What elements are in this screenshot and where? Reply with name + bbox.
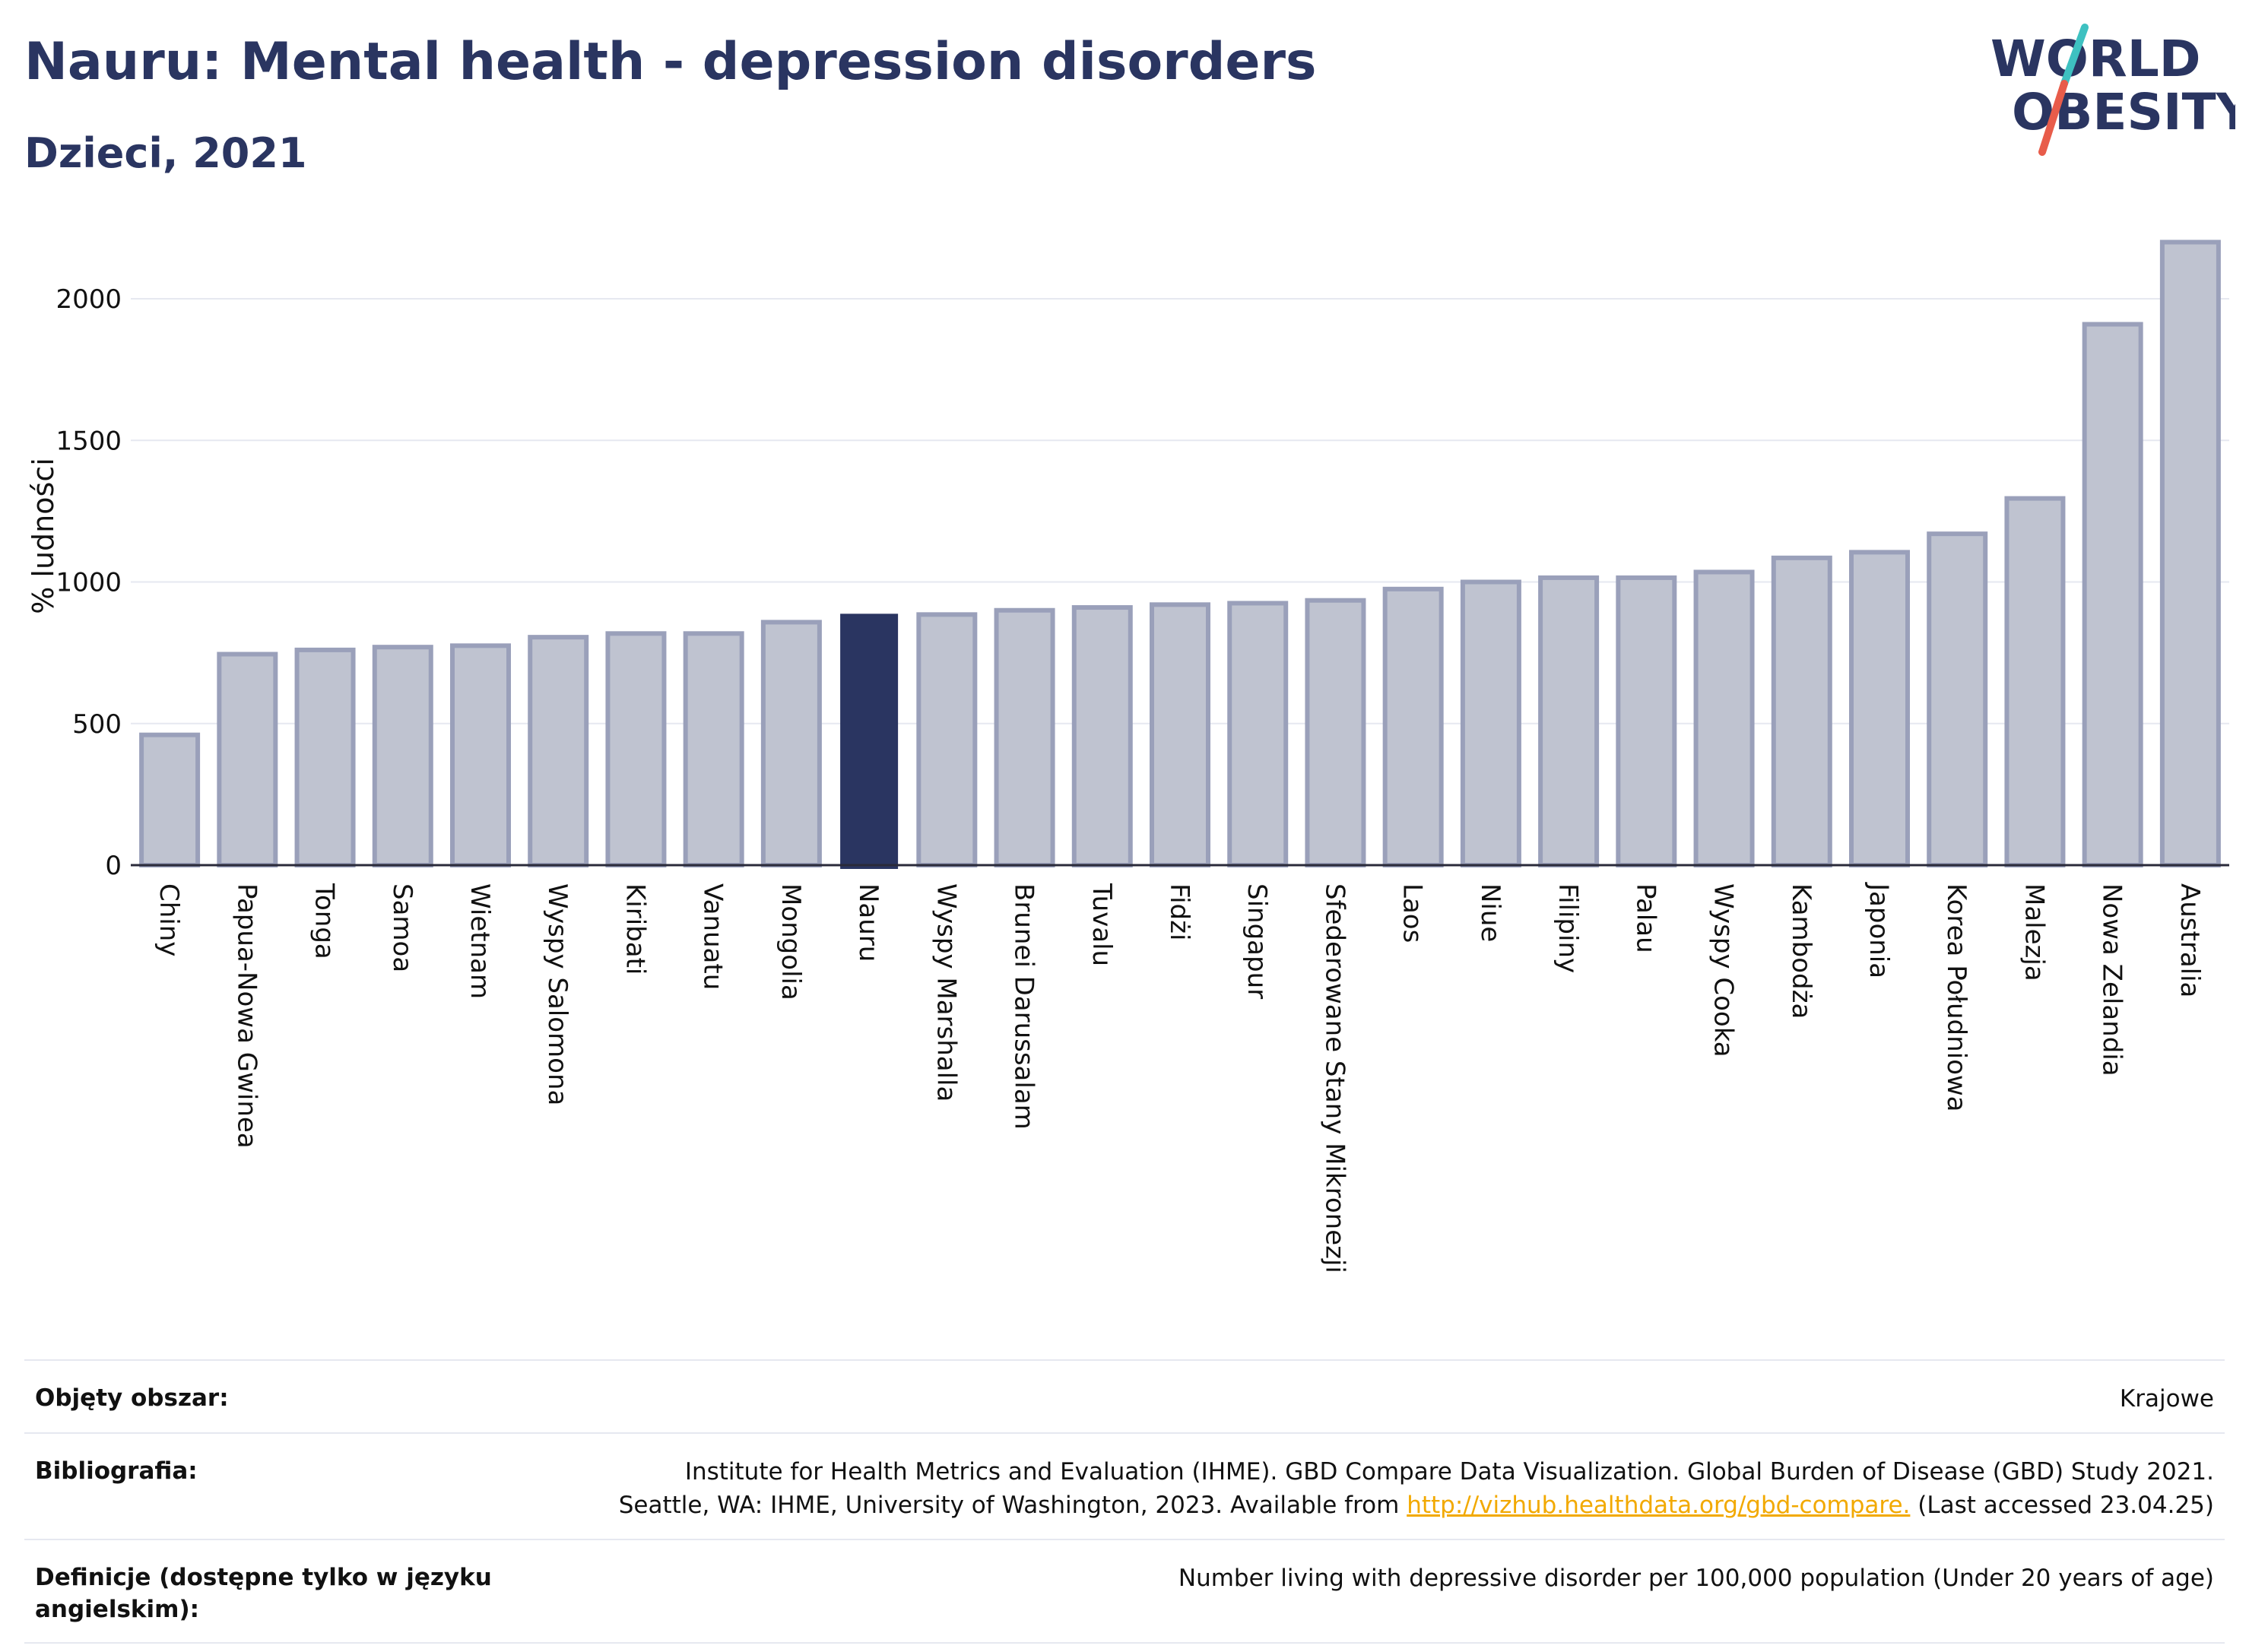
x-tick-label: Palau	[1630, 883, 1661, 953]
y-tick-label: 0	[105, 851, 122, 881]
x-tick-label: Kambodża	[1786, 883, 1816, 1019]
x-tick-label: Kiribati	[620, 883, 650, 975]
x-tick-label: Samoa	[387, 883, 417, 972]
x-tick-label: Malezja	[2019, 883, 2049, 981]
info-key-bibliography: Bibliografia:	[35, 1457, 198, 1485]
page-subtitle: Dzieci, 2021	[24, 129, 307, 177]
y-tick-label: 1500	[56, 426, 122, 456]
x-tick-label: Wietnam	[465, 883, 495, 999]
bar-fidżi	[1150, 602, 1210, 867]
x-tick-label: Sfederowane Stany Mikronezji	[1319, 883, 1350, 1273]
bar-kiribati	[605, 631, 667, 867]
labels-layer: 0 500 1000 1500 2000 Chiny Papua-Nowa Gwinea To…	[56, 284, 2204, 1273]
info-key-definitions: Definicje (dostępne tylko w języku angie…	[35, 1564, 492, 1623]
x-tick-label: Australia	[2174, 883, 2205, 997]
x-tick-label: Tuvalu	[1086, 883, 1117, 966]
info-key-area: Objęty obszar:	[35, 1384, 229, 1412]
bar-australia	[2159, 239, 2221, 867]
bar-wyspy-marshalla	[916, 612, 978, 868]
bar-nowa-zelandia	[2082, 322, 2143, 867]
info-value-area: Krajowe	[2119, 1385, 2214, 1413]
bar-brunei-darussalam	[994, 607, 1055, 867]
x-tick-label: Papua-Nowa Gwinea	[231, 883, 262, 1149]
y-tick-label: 1000	[56, 568, 122, 598]
bar-filipiny	[1538, 575, 1600, 867]
bar-chart: 0 500 1000 1500 2000 Chiny Papua-Nowa Gwinea To…	[27, 239, 2229, 1273]
bar-singapur	[1227, 601, 1289, 867]
bar-mongolia	[760, 620, 822, 868]
info-row-area: Objęty obszar: Krajowe	[24, 1359, 2225, 1432]
x-tick-label: Brunei Darussalam	[1009, 883, 1039, 1130]
info-value-definitions: Number living with depressive disorder p…	[1178, 1565, 2214, 1592]
bar-chiny	[139, 732, 201, 868]
bar-malezja	[2004, 496, 2066, 867]
bar-wietnam	[450, 643, 511, 867]
bar-samoa	[372, 645, 433, 867]
bar-tonga	[294, 647, 356, 868]
bar-wyspy-salomona	[528, 635, 589, 867]
x-tick-label: Korea Południowa	[1941, 883, 1971, 1112]
x-tick-label: Singapur	[1242, 883, 1272, 999]
y-axis-title: % ludności	[27, 458, 60, 614]
info-table: Objęty obszar: Krajowe Bibliografia: Ins…	[24, 1359, 2225, 1644]
bar-japonia	[1849, 550, 1910, 867]
x-tick-label: Filipiny	[1553, 883, 1583, 973]
bar-wyspy-cooka	[1693, 569, 1755, 868]
x-tick-label: Niue	[1475, 883, 1505, 942]
bar-tuvalu	[1071, 605, 1133, 868]
bibliography-line2-pre: Seattle, WA: IHME, University of Washing…	[618, 1492, 1407, 1519]
bibliography-line2: Seattle, WA: IHME, University of Washing…	[619, 1489, 2214, 1522]
x-tick-label: Japonia	[1864, 882, 1894, 978]
x-tick-label: Tonga	[309, 883, 340, 959]
bibliography-link[interactable]: http://vizhub.healthdata.org/gbd-compare…	[1407, 1492, 1911, 1519]
info-row-definitions: Definicje (dostępne tylko w języku angie…	[24, 1539, 2225, 1644]
y-tick-label: 500	[72, 709, 122, 740]
x-tick-label: Laos	[1397, 883, 1428, 943]
y-tick-label: 2000	[56, 284, 122, 315]
world-obesity-logo: WORLD OBESITY	[1990, 24, 2235, 156]
bar-nauru	[840, 614, 899, 870]
page-title: Nauru: Mental health - depression disord…	[24, 32, 1317, 92]
x-tick-label: Mongolia	[776, 883, 806, 1000]
bar-korea-południowa	[1927, 531, 1988, 867]
x-tick-label: Nauru	[853, 883, 883, 962]
bar-vanuatu	[683, 631, 744, 867]
logo-slash-teal	[2060, 24, 2089, 87]
logo-slash-red	[2038, 80, 2068, 156]
x-tick-label: Wyspy Salomona	[542, 883, 573, 1105]
x-tick-label: Fidżi	[1164, 883, 1194, 940]
bar-papua-nowa-gwinea	[217, 652, 278, 867]
bar-sfederowane-stany-mikronezji	[1305, 598, 1366, 868]
x-tick-label: Chiny	[154, 883, 184, 956]
x-tick-label: Wyspy Marshalla	[931, 883, 961, 1102]
logo-line1: WORLD	[1990, 30, 2201, 88]
info-row-bibliography: Bibliografia: Institute for Health Metri…	[24, 1432, 2225, 1539]
x-tick-label: Wyspy Cooka	[1708, 883, 1739, 1057]
x-tick-label: Nowa Zelandia	[2097, 883, 2127, 1076]
bibliography-line2-post: (Last accessed 23.04.25)	[1910, 1492, 2214, 1519]
x-tick-label: Vanuatu	[698, 883, 728, 990]
bibliography-line1: Institute for Health Metrics and Evaluat…	[684, 1458, 2214, 1486]
info-value-bibliography: Institute for Health Metrics and Evaluat…	[619, 1455, 2214, 1522]
bar-palau	[1616, 575, 1677, 867]
bar-niue	[1460, 579, 1521, 867]
bars-layer	[131, 239, 2229, 870]
bar-laos	[1382, 586, 1444, 867]
bar-kambodża	[1771, 555, 1832, 868]
